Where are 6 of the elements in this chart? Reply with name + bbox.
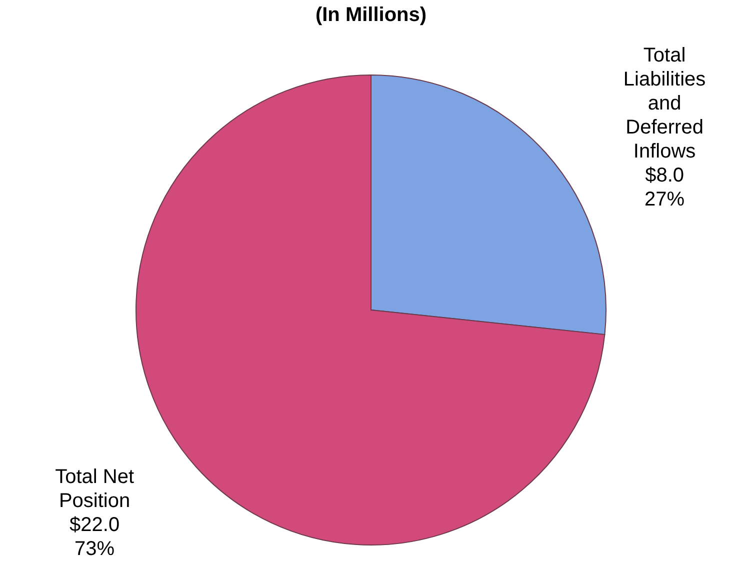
data-label: $22.0 73% <box>70 514 120 560</box>
pie-slice <box>136 74 606 546</box>
chart-title: (In Millions) <box>315 4 427 26</box>
slice-label: Total Net Position <box>55 466 134 512</box>
slice-label: Total Liabilities and Deferred Inflows <box>623 44 706 163</box>
data-label: $8.0 27% <box>644 164 685 211</box>
